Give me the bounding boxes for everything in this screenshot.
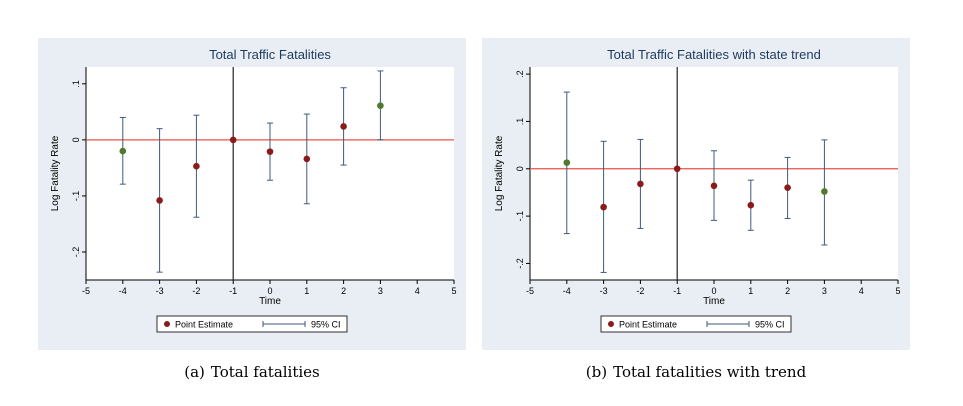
x-tick-label: -3	[156, 286, 164, 296]
legend-box	[156, 315, 348, 333]
point-estimate	[193, 162, 200, 170]
x-tick-label: -3	[600, 286, 608, 296]
point-estimate	[821, 188, 828, 195]
legend: Point Estimate 95% CI	[156, 315, 348, 333]
point-estimate	[266, 148, 274, 155]
y-tick-label: -.2	[515, 258, 525, 269]
point-estimate	[673, 165, 681, 173]
point-estimate	[377, 102, 384, 109]
chart-panel-b: Total Traffic Fatalities with state tren…	[482, 38, 910, 350]
point-estimate	[563, 159, 571, 166]
legend-entry-point-estimate: Point Estimate	[175, 320, 233, 330]
point-estimate	[119, 147, 127, 155]
y-axis-label: Log Fatality Rate	[494, 135, 505, 211]
x-tick-label: 5	[895, 286, 900, 296]
y-tick-label: 0	[71, 137, 81, 142]
legend-point-symbol	[164, 321, 170, 327]
x-tick-label: 1	[304, 286, 309, 296]
x-tick-label: -1	[673, 286, 681, 296]
caption-a: (a) Total fatalities	[38, 363, 466, 381]
y-tick-label: -.1	[71, 191, 81, 202]
point-estimate	[747, 201, 755, 209]
x-tick-label: 0	[711, 286, 716, 296]
x-tick-label: 3	[378, 286, 383, 296]
legend: Point Estimate 95% CI	[600, 315, 792, 333]
x-axis-label: Time	[259, 296, 281, 307]
x-tick-label: 0	[267, 286, 272, 296]
y-tick-label: .1	[71, 80, 81, 88]
chart-title: Total Traffic Fatalities	[209, 47, 331, 62]
legend-entry-ci: 95% CI	[311, 320, 341, 330]
point-estimate	[229, 136, 237, 144]
legend-entry-ci: 95% CI	[755, 320, 785, 330]
chart-title: Total Traffic Fatalities with state tren…	[607, 47, 821, 62]
legend-entry-point-estimate: Point Estimate	[619, 320, 677, 330]
point-estimate	[637, 180, 644, 188]
x-tick-label: 4	[859, 286, 864, 296]
point-estimate	[600, 203, 607, 211]
x-tick-label: 2	[341, 286, 346, 296]
caption-b-tag: (b)	[585, 363, 608, 381]
legend-box	[600, 315, 792, 333]
caption-a-tag: (a)	[184, 363, 205, 381]
y-tick-label: 0	[515, 166, 525, 171]
y-axis-label: Log Fatality Rate	[50, 135, 61, 211]
x-tick-label: 3	[822, 286, 827, 296]
point-estimate	[784, 184, 791, 191]
y-tick-label: .1	[515, 118, 525, 126]
chart-a: Total Traffic Fatalities -.2 -.1 0 .1 Log Fat…	[50, 47, 457, 333]
x-tick-label: -5	[526, 286, 534, 296]
point-estimate	[156, 197, 163, 204]
x-tick-label: -1	[229, 286, 237, 296]
chart-b: Total Traffic Fatalities with state tren…	[494, 47, 901, 333]
y-tick-label: .2	[515, 70, 525, 78]
y-tick-label: -.2	[71, 247, 81, 258]
x-tick-label: 4	[415, 286, 420, 296]
caption-a-text: Total fatalities	[210, 363, 320, 381]
x-tick-label: 1	[748, 286, 753, 296]
x-tick-label: -2	[192, 286, 200, 296]
caption-b-text: Total fatalities with trend	[613, 363, 807, 381]
point-estimate	[710, 182, 718, 190]
chart-panel-a: Total Traffic Fatalities -.2 -.1 0 .1 Log Fat…	[38, 38, 466, 350]
caption-b: (b) Total fatalities with trend	[482, 363, 910, 381]
point-estimate	[340, 123, 347, 130]
legend-point-symbol	[608, 321, 614, 327]
x-tick-label: -2	[636, 286, 644, 296]
x-tick-label: 5	[451, 286, 456, 296]
x-tick-label: 2	[785, 286, 790, 296]
x-tick-label: -4	[563, 286, 571, 296]
y-tick-label: -.1	[515, 211, 525, 222]
x-tick-label: -5	[82, 286, 90, 296]
x-tick-label: -4	[119, 286, 127, 296]
x-axis-label: Time	[703, 296, 725, 307]
point-estimate	[303, 155, 311, 163]
